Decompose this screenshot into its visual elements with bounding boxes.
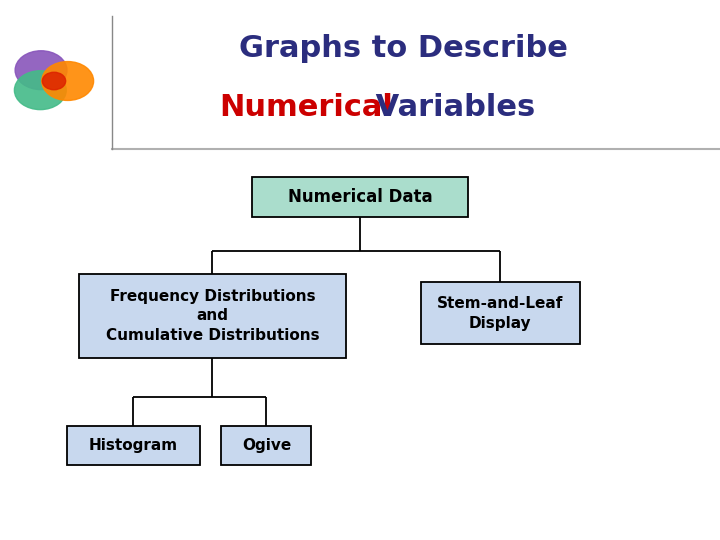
- Text: Numerical Data: Numerical Data: [288, 188, 432, 206]
- Text: Numerical: Numerical: [219, 93, 393, 123]
- FancyBboxPatch shape: [252, 177, 468, 217]
- Text: Ogive: Ogive: [242, 438, 291, 453]
- Text: Graphs to Describe: Graphs to Describe: [239, 34, 567, 63]
- Text: Stem-and-Leaf
Display: Stem-and-Leaf Display: [437, 296, 564, 330]
- Text: Histogram: Histogram: [89, 438, 178, 453]
- Circle shape: [14, 71, 66, 110]
- Text: Variables: Variables: [365, 93, 535, 123]
- FancyBboxPatch shape: [79, 274, 346, 358]
- FancyBboxPatch shape: [421, 282, 580, 345]
- FancyBboxPatch shape: [66, 426, 199, 465]
- Circle shape: [42, 72, 66, 90]
- Circle shape: [42, 62, 94, 100]
- FancyBboxPatch shape: [222, 426, 311, 465]
- Circle shape: [15, 51, 67, 90]
- Text: Frequency Distributions
and
Cumulative Distributions: Frequency Distributions and Cumulative D…: [106, 288, 319, 343]
